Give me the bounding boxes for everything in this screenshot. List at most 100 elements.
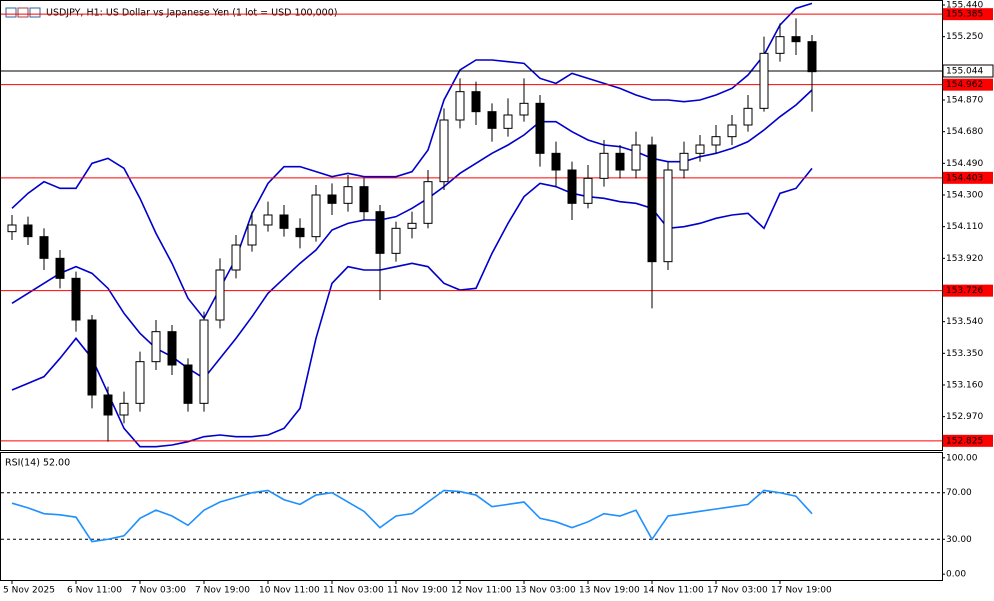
candle-body <box>391 227 401 254</box>
candle-body <box>711 136 721 146</box>
y-tick-label: 154.110 <box>946 222 983 232</box>
candle-body <box>615 152 625 171</box>
candle-body <box>455 91 465 121</box>
candle-body <box>599 152 609 179</box>
y-tick-label: 152.970 <box>946 412 983 422</box>
y-tick-label: 153.160 <box>946 381 983 391</box>
candle-body <box>135 361 145 404</box>
candle-body <box>775 36 785 54</box>
candle-body <box>743 107 753 126</box>
candle-body <box>503 114 513 129</box>
candle-body <box>119 402 129 416</box>
candle-body <box>487 111 497 129</box>
candle-body <box>295 227 305 238</box>
y-tick-label: 154.680 <box>946 127 983 137</box>
candle-body <box>39 236 49 259</box>
candle-body <box>151 331 161 363</box>
candle-body <box>439 119 449 183</box>
level-label-box <box>943 284 993 297</box>
candle-body <box>71 277 81 321</box>
x-tick-label: 13 Nov 19:00 <box>579 586 640 596</box>
candle-body <box>679 152 689 171</box>
x-tick-label: 7 Nov 19:00 <box>195 586 250 596</box>
y-tick-label: 153.350 <box>946 349 983 359</box>
candle-body <box>55 257 65 279</box>
candle-body <box>807 41 817 73</box>
candle-body <box>423 181 433 224</box>
x-tick-label: 12 Nov 11:00 <box>451 586 512 596</box>
level-label-box <box>943 8 993 21</box>
level-label: 155.385 <box>946 10 983 20</box>
x-tick-label: 17 Nov 03:00 <box>707 586 768 596</box>
candle-body <box>647 144 657 263</box>
current-price-box <box>942 64 994 78</box>
icon <box>17 7 29 18</box>
level-label: 154.962 <box>946 80 983 90</box>
x-tick-label: 5 Nov 2025 <box>3 586 55 596</box>
x-tick-label: 6 Nov 11:00 <box>67 586 122 596</box>
candle-body <box>183 364 193 404</box>
candle-body <box>791 36 801 43</box>
candle-body <box>535 102 545 154</box>
rsi-title: RSI(14) 52.00 <box>5 458 70 469</box>
candle-body <box>311 194 321 238</box>
bollinger-band <box>11 89 813 380</box>
x-tick-label: 7 Nov 03:00 <box>131 586 186 596</box>
y-tick-label: 153.920 <box>946 254 983 264</box>
y-tick-label: 154.490 <box>946 159 983 169</box>
y-tick-label: 155.250 <box>946 32 983 42</box>
y-tick-label: 154.300 <box>946 191 983 201</box>
candle-body <box>727 124 737 138</box>
x-tick-label: 17 Nov 19:00 <box>771 586 832 596</box>
candle-body <box>343 186 353 204</box>
x-tick-label: 13 Nov 03:00 <box>515 586 576 596</box>
candle-body <box>199 319 209 404</box>
candle-body <box>663 169 673 263</box>
candle-body <box>375 211 385 254</box>
main-panel-border <box>0 0 943 451</box>
candle-body <box>167 331 177 366</box>
x-tick-label: 14 Nov 11:00 <box>643 586 704 596</box>
candle-body <box>583 177 593 204</box>
candle-body <box>23 224 33 238</box>
candle-body <box>215 269 225 321</box>
chart-title: USDJPY, H1: US Dollar vs Japanese Yen (1… <box>46 8 337 19</box>
candle-body <box>407 222 417 229</box>
candle-body <box>631 144 641 171</box>
x-tick-label: 10 Nov 11:00 <box>259 586 320 596</box>
candle-body <box>231 244 241 271</box>
candle-body <box>359 186 369 213</box>
y-tick-label: 155.440 <box>946 1 983 11</box>
level-label: 153.726 <box>946 286 983 296</box>
candle-body <box>263 214 273 226</box>
rsi-panel-border <box>0 452 943 581</box>
candle-body <box>471 91 481 113</box>
level-label-box <box>943 434 993 447</box>
candle-body <box>279 214 289 229</box>
candle-body <box>7 224 17 233</box>
candle-body <box>247 224 257 246</box>
icon <box>29 7 41 18</box>
rsi-line <box>11 489 813 543</box>
toolbar-icons <box>5 7 41 18</box>
y-tick-label: 153.540 <box>946 317 983 327</box>
current-price-label: 155.044 <box>946 67 983 77</box>
y-tick-label: 100.00 <box>946 453 978 463</box>
y-tick-label: 154.870 <box>946 96 983 106</box>
y-tick-label: 30.00 <box>946 535 972 545</box>
bollinger-band <box>11 167 813 448</box>
candle-body <box>759 52 769 109</box>
icon <box>5 7 17 18</box>
candle-body <box>695 144 705 154</box>
candle-body <box>519 102 529 116</box>
candle-body <box>103 394 113 416</box>
level-label: 154.403 <box>946 173 983 183</box>
candle-body <box>551 152 561 171</box>
bollinger-band <box>11 2 813 320</box>
x-tick-label: 11 Nov 19:00 <box>387 586 448 596</box>
y-tick-label: 70.00 <box>946 488 972 498</box>
x-tick-label: 11 Nov 03:00 <box>323 586 384 596</box>
candle-body <box>567 169 577 204</box>
